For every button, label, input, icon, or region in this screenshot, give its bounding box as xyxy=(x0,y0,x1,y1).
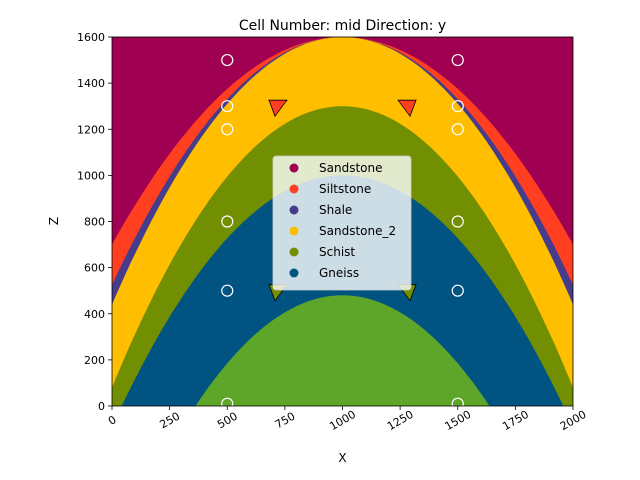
y-tick-label: 1600 xyxy=(77,31,105,44)
legend-label: Shale xyxy=(319,203,352,217)
legend-marker xyxy=(289,247,299,257)
legend-box xyxy=(272,155,412,291)
legend-marker xyxy=(289,226,299,236)
x-tick-label: 500 xyxy=(215,410,240,432)
y-axis-label: Z xyxy=(47,217,61,225)
x-tick-label: 1250 xyxy=(385,408,416,433)
y-tick-label: 0 xyxy=(98,400,105,413)
x-tick-label: 1500 xyxy=(443,408,474,433)
surface-point xyxy=(451,53,464,67)
orientation-marker xyxy=(397,99,417,118)
surface-point xyxy=(221,284,234,297)
surface-point xyxy=(221,100,234,113)
surface-points xyxy=(221,53,464,410)
y-tick-label: 1400 xyxy=(77,77,105,90)
legend-label: Sandstone xyxy=(319,161,382,175)
surface-point xyxy=(451,284,464,297)
x-axis-label: X xyxy=(338,451,346,465)
x-tick-label: 1000 xyxy=(327,408,358,433)
x-tick-label: 1750 xyxy=(500,408,531,433)
y-tick-label: 600 xyxy=(84,262,105,275)
x-tick-label: 750 xyxy=(273,410,298,432)
surface-point xyxy=(451,100,464,113)
x-tick-label: 0 xyxy=(106,413,119,428)
legend-marker xyxy=(289,205,299,215)
surface-point xyxy=(221,123,234,136)
chart-title: Cell Number: mid Direction: y xyxy=(239,18,446,34)
y-axis-ticks: 0 200 400 600 800 1000 1200 1400 1600 xyxy=(77,31,112,413)
layer-basement xyxy=(195,295,490,406)
legend-label: Sandstone_2 xyxy=(319,224,396,238)
surface-point xyxy=(221,53,234,67)
legend-marker xyxy=(289,268,299,278)
legend-marker xyxy=(289,163,299,173)
y-tick-label: 1200 xyxy=(77,123,105,136)
y-tick-label: 1000 xyxy=(77,169,105,182)
legend-label: Siltstone xyxy=(319,182,371,196)
legend-label: Gneiss xyxy=(319,266,359,280)
y-tick-label: 800 xyxy=(84,216,105,229)
y-tick-label: 200 xyxy=(84,354,105,367)
x-tick-label: 2000 xyxy=(558,408,589,433)
surface-point xyxy=(451,215,464,228)
orientation-marker xyxy=(268,99,288,118)
legend: Sandstone Siltstone Shale Sandstone_2 Schist… xyxy=(272,155,412,291)
x-tick-label: 250 xyxy=(158,410,183,432)
layer-gneiss xyxy=(121,175,564,406)
surface-point xyxy=(451,123,464,136)
legend-label: Schist xyxy=(319,245,355,259)
surface-point xyxy=(221,215,234,228)
legend-marker xyxy=(289,184,299,194)
y-tick-label: 400 xyxy=(84,308,105,321)
x-axis-ticks: 0 250 500 750 1000 1250 1500 1750 2000 xyxy=(106,406,589,433)
